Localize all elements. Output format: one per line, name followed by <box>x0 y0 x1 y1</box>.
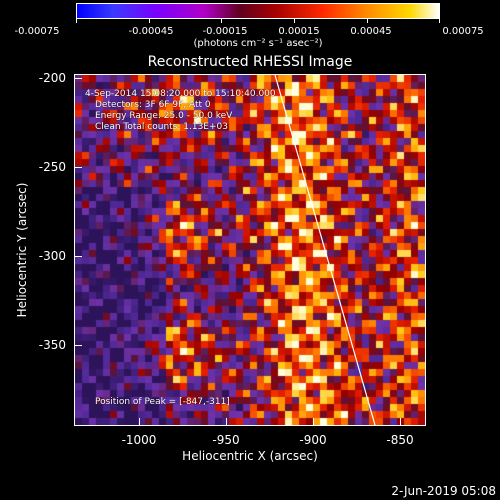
colorbar-label: 0.00045 <box>350 26 392 37</box>
colorbar-tick <box>367 19 368 23</box>
colorbar-tick <box>221 19 222 23</box>
x-tick-label: -900 <box>299 433 327 447</box>
info-detectors: Detectors: 3F 6F 9F, Att 0 <box>95 100 211 110</box>
colorbar-units: (photons cm⁻² s⁻¹ asec⁻²) <box>193 38 323 49</box>
colorbar-label: -0.00075 <box>14 26 60 37</box>
colorbar-label: -0.00015 <box>202 26 248 37</box>
colorbar-tick <box>439 19 440 23</box>
plot-timestamp: 2-Jun-2019 05:08 <box>391 484 496 498</box>
info-energy: Energy Range: 25.0 - 50.0 keV <box>95 111 233 121</box>
colorbar-label: 0.00015 <box>278 26 320 37</box>
colorbar <box>76 3 440 19</box>
solar-limb-line <box>274 75 376 425</box>
y-tick <box>74 167 82 168</box>
colorbar-label: -0.00045 <box>128 26 174 37</box>
y-tick <box>74 78 82 79</box>
colorbar-label: 0.00075 <box>442 26 484 37</box>
limb-overlay <box>274 75 376 425</box>
colorbar-tick <box>294 19 295 23</box>
x-tick <box>226 418 227 426</box>
colorbar-tick <box>76 19 77 23</box>
x-tick <box>400 418 401 426</box>
x-tick <box>139 418 140 426</box>
colorbar-tick <box>149 19 150 23</box>
plot-area: 4-Sep-2014 15:08:20.000 to 15:10:40.000 … <box>74 74 426 426</box>
y-tick-label: -200 <box>38 71 66 85</box>
peak-position: Position of Peak = [-847,-311] <box>95 397 230 407</box>
rhessi-image <box>75 75 425 425</box>
y-tick-label: -250 <box>38 160 66 174</box>
x-tick-label: -950 <box>212 433 240 447</box>
y-axis-label: Heliocentric Y (arcsec) <box>15 182 29 318</box>
y-tick <box>74 256 82 257</box>
x-tick-label: -850 <box>386 433 414 447</box>
y-tick <box>74 345 82 346</box>
x-tick-label: -1000 <box>121 433 157 447</box>
info-clean: Clean Total counts: 1.13E+03 <box>95 122 228 132</box>
y-tick-label: -350 <box>38 338 66 352</box>
x-tick <box>313 418 314 426</box>
image-title: Reconstructed RHESSI Image <box>147 54 353 70</box>
info-time: 4-Sep-2014 15:08:20.000 to 15:10:40.000 <box>85 89 276 99</box>
y-tick-label: -300 <box>38 249 66 263</box>
x-axis-label: Heliocentric X (arcsec) <box>182 449 318 463</box>
